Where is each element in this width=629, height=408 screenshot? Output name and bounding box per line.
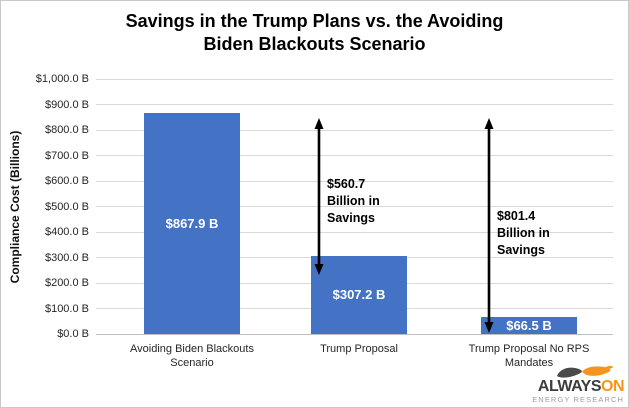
logo-wordmark-always: ALWAYS bbox=[537, 378, 602, 395]
savings-annotation-line: Savings bbox=[497, 243, 545, 257]
savings-annotation-2: $801.4 Billion in Savings bbox=[497, 208, 550, 259]
gridline bbox=[96, 78, 613, 80]
logo-subtitle: ENERGY RESEARCH bbox=[532, 395, 624, 404]
x-category-label-2: Trump Proposal bbox=[320, 343, 398, 355]
savings-annotation-line: $560.7 bbox=[327, 177, 366, 191]
bar-value-label: $867.9 B bbox=[165, 215, 219, 231]
bar-value-label: $307.2 B bbox=[332, 287, 386, 303]
chart-title: Savings in the Trump Plans vs. the Avoid… bbox=[1, 10, 628, 56]
x-category-label-3: Trump Proposal No RPS Mandates bbox=[468, 343, 590, 369]
bar-3: $66.5 B bbox=[481, 317, 577, 334]
y-tick-label: $700.0 B bbox=[44, 149, 89, 162]
y-tick-label: $400.0 B bbox=[44, 226, 89, 238]
gridline bbox=[96, 155, 613, 156]
plot-area: $867.9 B $307.2 B $66.5 B $560.7 Billion in S… bbox=[96, 78, 613, 335]
bar-2: $307.2 B bbox=[311, 255, 407, 334]
savings-annotation-line: $801.4 bbox=[497, 209, 536, 223]
y-tick-label: $800.0 B bbox=[44, 124, 89, 136]
y-tick-label: $0.0 B bbox=[57, 328, 89, 340]
gridline bbox=[96, 180, 613, 182]
y-tick-label: $300.0 B bbox=[44, 251, 89, 264]
x-category-label-1: Avoiding Biden Blackouts Scenario bbox=[130, 343, 254, 369]
gridline bbox=[96, 206, 613, 207]
gridline bbox=[96, 231, 613, 233]
gridline bbox=[96, 129, 613, 131]
chart-title-line2: Biden Blackouts Scenario bbox=[203, 34, 426, 54]
y-tick-label: $900.0 B bbox=[44, 98, 89, 111]
y-tick-label: $100.0 B bbox=[44, 302, 89, 315]
y-tick-label: $600.0 B bbox=[44, 175, 89, 187]
savings-annotation-line: Billion in bbox=[327, 194, 380, 208]
x-axis-line bbox=[96, 333, 613, 335]
y-tick-label: $200.0 B bbox=[44, 277, 89, 289]
y-tick-label: $1,000.0 B bbox=[35, 73, 89, 85]
chart-title-line1: Savings in the Trump Plans vs. the Avoid… bbox=[125, 11, 504, 31]
savings-annotation-1: $560.7 Billion in Savings bbox=[327, 176, 380, 227]
savings-annotation-line: Billion in bbox=[497, 226, 550, 240]
bar-value-label: $66.5 B bbox=[506, 318, 552, 333]
savings-annotation-line: Savings bbox=[327, 211, 375, 225]
alwayson-energy-research-logo: ALWAYSON ENERGY RESEARCH bbox=[532, 365, 625, 404]
logo-wordmark-on: ON bbox=[601, 378, 625, 395]
logo-wordmark: ALWAYSON bbox=[537, 378, 625, 395]
y-tick-label: $500.0 B bbox=[44, 200, 89, 213]
infinity-swoosh-icon bbox=[557, 365, 613, 378]
bar-1: $867.9 B bbox=[144, 112, 240, 334]
gridline bbox=[96, 104, 613, 105]
